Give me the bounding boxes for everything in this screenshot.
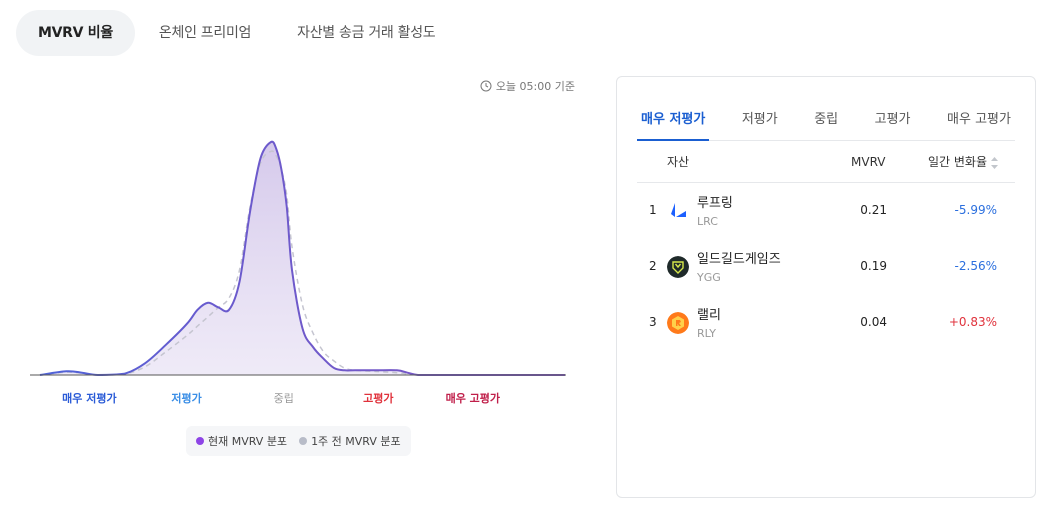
mvrv-value: 0.04 — [860, 315, 887, 329]
coin-name[interactable]: 루프링 — [697, 196, 733, 211]
category-label: 매우 저평가 — [62, 392, 117, 405]
table-row[interactable]: 2 일드길드게임즈 YGG 0.19 -2.56% — [637, 239, 1015, 295]
header-change-label: 일간 변화율 — [927, 155, 987, 169]
week-ago-distribution-line — [39, 150, 565, 376]
update-timestamp: 오늘 05:00 기준 — [480, 78, 575, 94]
legend-dot-week-ago — [299, 437, 308, 445]
current-distribution-area — [40, 141, 565, 375]
tab-neutral[interactable]: 중립 — [814, 112, 839, 127]
timestamp-text: 오늘 05:00 기준 — [495, 80, 575, 93]
sort-icon[interactable] — [990, 156, 999, 170]
chart-svg — [30, 140, 566, 377]
coin-symbol: LRC — [697, 215, 718, 228]
daily-change: -5.99% — [954, 203, 997, 217]
ygg-logo-icon — [667, 256, 689, 278]
tab-very-undervalued[interactable]: 매우 저평가 — [637, 101, 710, 141]
table-row[interactable]: 1 루프링 LRC 0.21 -5.99% — [637, 183, 1015, 239]
category-label: 중립 — [273, 392, 294, 405]
row-rank: 2 — [649, 259, 657, 273]
header-asset: 자산 — [667, 155, 690, 169]
legend-item-week-ago[interactable]: 1주 전 MVRV 분포 — [299, 433, 401, 449]
coin-symbol: YGG — [697, 271, 721, 284]
tab-mvrv-ratio[interactable]: MVRV 비율 — [16, 10, 135, 56]
mvrv-value: 0.21 — [860, 203, 887, 217]
category-label: 매우 고평가 — [445, 392, 501, 405]
row-rank: 3 — [649, 315, 657, 329]
daily-change: -2.56% — [954, 259, 997, 273]
tab-very-overvalued[interactable]: 매우 고평가 — [947, 112, 1011, 127]
legend-dot-current — [196, 437, 204, 445]
header-mvrv[interactable]: MVRV — [851, 155, 886, 169]
mvrv-distribution-chart — [30, 120, 570, 390]
category-label: 고평가 — [363, 392, 394, 405]
clock-icon — [480, 80, 492, 92]
header-change[interactable]: 일간 변화율 — [928, 141, 999, 183]
daily-change: +0.83% — [948, 315, 997, 329]
asset-ranking-panel: 매우 저평가 저평가 중립 고평가 매우 고평가 자산 MVRV 일간 변화율 … — [616, 76, 1036, 498]
category-axis: 매우 저평가 저평가 중립 고평가 매우 고평가 — [30, 390, 570, 406]
rally-logo-icon — [667, 312, 689, 334]
table-header: 자산 MVRV 일간 변화율 — [637, 141, 1015, 183]
table-row[interactable]: 3 랠리 RLY 0.04 +0.83% — [637, 295, 1015, 351]
row-rank: 1 — [649, 203, 657, 217]
legend-label-current: 현재 MVRV 분포 — [208, 435, 288, 448]
loopring-logo-icon — [667, 200, 689, 222]
category-label: 저평가 — [171, 392, 202, 405]
coin-name[interactable]: 일드길드게임즈 — [697, 252, 781, 267]
tab-overvalued[interactable]: 고평가 — [874, 112, 911, 127]
tab-undervalued[interactable]: 저평가 — [741, 112, 778, 127]
current-distribution-line — [39, 140, 565, 377]
legend-item-current[interactable]: 현재 MVRV 분포 — [196, 433, 287, 449]
chart-legend: 현재 MVRV 분포 1주 전 MVRV 분포 — [186, 426, 411, 456]
valuation-tabs: 매우 저평가 저평가 중립 고평가 매우 고평가 — [637, 101, 1015, 141]
mvrv-value: 0.19 — [860, 259, 887, 273]
main-tabs: MVRV 비율 온체인 프리미엄 자산별 송금 거래 활성도 — [16, 10, 457, 56]
tab-transfer-activity[interactable]: 자산별 송금 거래 활성도 — [297, 25, 436, 41]
tab-onchain-premium[interactable]: 온체인 프리미엄 — [158, 25, 252, 41]
coin-symbol: RLY — [697, 327, 717, 340]
coin-name[interactable]: 랠리 — [697, 308, 721, 323]
legend-label-week-ago: 1주 전 MVRV 분포 — [311, 435, 401, 448]
